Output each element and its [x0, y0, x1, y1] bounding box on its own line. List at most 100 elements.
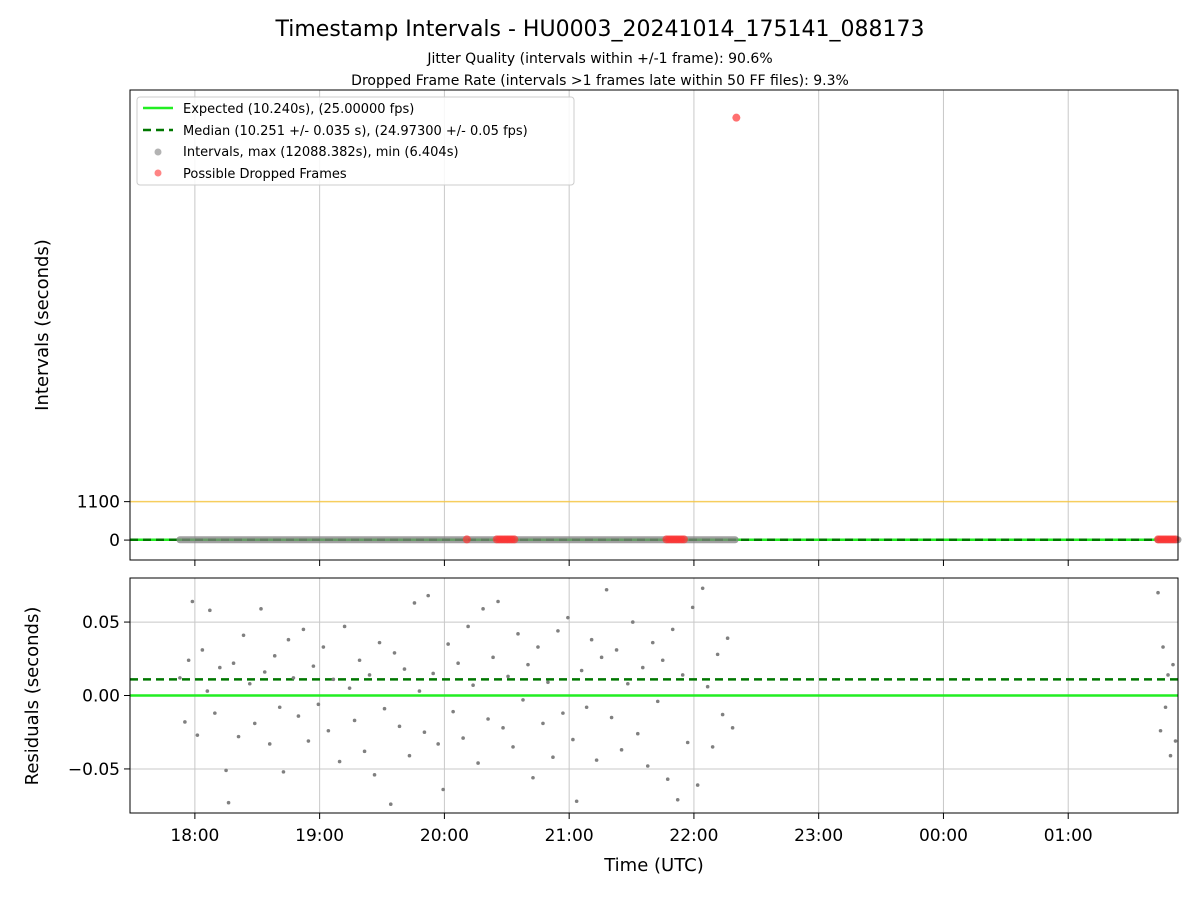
residual-point [195, 733, 200, 737]
residual-point [426, 593, 430, 598]
residual-point [331, 677, 336, 682]
residual-point [1163, 705, 1168, 710]
residual-point [511, 745, 515, 749]
residual-point [1168, 753, 1173, 758]
residual-point [362, 749, 367, 754]
residual-point [531, 775, 535, 780]
residual-point [604, 587, 609, 592]
residuals-y-axis-label: Residuals (seconds) [22, 607, 43, 786]
residual-point [291, 676, 296, 680]
residual-point [614, 648, 619, 652]
x-tick-label: 01:00 [1044, 826, 1093, 846]
x-tick-label: 23:00 [794, 826, 843, 846]
residual-point [501, 726, 505, 730]
residual-point [461, 736, 465, 740]
legend-dropped-swatch [154, 169, 162, 177]
x-tick-label: 00:00 [919, 826, 968, 846]
residual-point [675, 797, 680, 802]
residual-point [491, 655, 495, 660]
residual-point [516, 632, 520, 636]
residual-point [496, 599, 500, 604]
residual-point [685, 740, 690, 745]
residual-point [551, 755, 555, 759]
dropped-frame-point [679, 535, 688, 544]
residual-point [476, 761, 480, 765]
intervals-y-tick-label: 1100 [77, 493, 120, 513]
residual-point [725, 636, 730, 641]
residual-point [352, 718, 357, 723]
residual-point [451, 709, 455, 714]
residual-point [226, 800, 231, 805]
residual-point [695, 783, 700, 787]
residual-point [392, 651, 397, 655]
intervals-marks [176, 113, 1182, 544]
residual-point [690, 605, 695, 610]
residual-point [680, 673, 685, 677]
residual-point [589, 637, 594, 642]
residuals-reference-lines [130, 678, 1178, 697]
residual-point [259, 607, 263, 611]
residual-point [1173, 739, 1178, 743]
residual-point [321, 645, 326, 649]
intervals-frame [129, 89, 1179, 561]
residual-point [347, 686, 352, 690]
residuals-y-tick-label: 0.05 [82, 613, 120, 633]
residual-point [584, 705, 589, 710]
residual-point [316, 702, 321, 707]
residual-point [190, 599, 195, 604]
residual-point [200, 648, 205, 652]
residual-point [252, 721, 257, 726]
residual-point [481, 607, 485, 611]
residual-point [218, 665, 222, 670]
residual-point [720, 712, 725, 717]
residual-point [599, 655, 604, 660]
residual-point [466, 624, 470, 629]
residual-point [561, 711, 565, 715]
intervals-grid [194, 90, 1069, 560]
residual-point [579, 668, 584, 673]
residual-point [655, 699, 660, 704]
residual-point [208, 608, 212, 613]
legend-intervals-label: Intervals, max (12088.382s), min (6.404s… [183, 145, 459, 160]
residuals-ticks: 18:00 19:00 20:00 21:00 22:00 23:00 00:00 01:00… [68, 613, 1093, 846]
residual-point [730, 726, 735, 730]
residual-point [1161, 645, 1165, 649]
residual-point [367, 673, 372, 677]
residual-point [521, 698, 525, 702]
x-tick-label: 19:00 [295, 826, 344, 846]
residual-point [301, 627, 306, 632]
residual-point [650, 640, 655, 645]
residual-point [1158, 728, 1163, 733]
residual-point [626, 681, 630, 686]
residual-point [224, 768, 228, 773]
residual-point [272, 654, 277, 658]
residual-point [388, 802, 393, 806]
residual-point [262, 670, 267, 674]
residual-point [412, 601, 417, 605]
residual-point [660, 658, 665, 663]
residual-point [402, 667, 407, 671]
residual-point [382, 706, 387, 711]
residual-point [594, 758, 599, 762]
residual-point [619, 748, 624, 752]
residual-point [446, 642, 450, 646]
residual-point [436, 742, 440, 746]
residual-point [422, 730, 427, 735]
residual-point [397, 724, 402, 729]
residual-point [183, 720, 187, 724]
x-axis-label: Time (UTC) [603, 855, 704, 876]
residual-point [670, 627, 675, 632]
residual-point [247, 681, 252, 686]
residual-point [357, 658, 362, 663]
residual-point [566, 615, 570, 620]
residual-point [571, 737, 575, 742]
residual-point [306, 739, 311, 743]
intervals-y-axis-label: Intervals (seconds) [32, 239, 53, 411]
residual-point [337, 759, 342, 764]
residual-point [635, 731, 640, 736]
residual-point [715, 652, 720, 657]
residual-point [526, 662, 530, 667]
residual-point [541, 721, 545, 726]
